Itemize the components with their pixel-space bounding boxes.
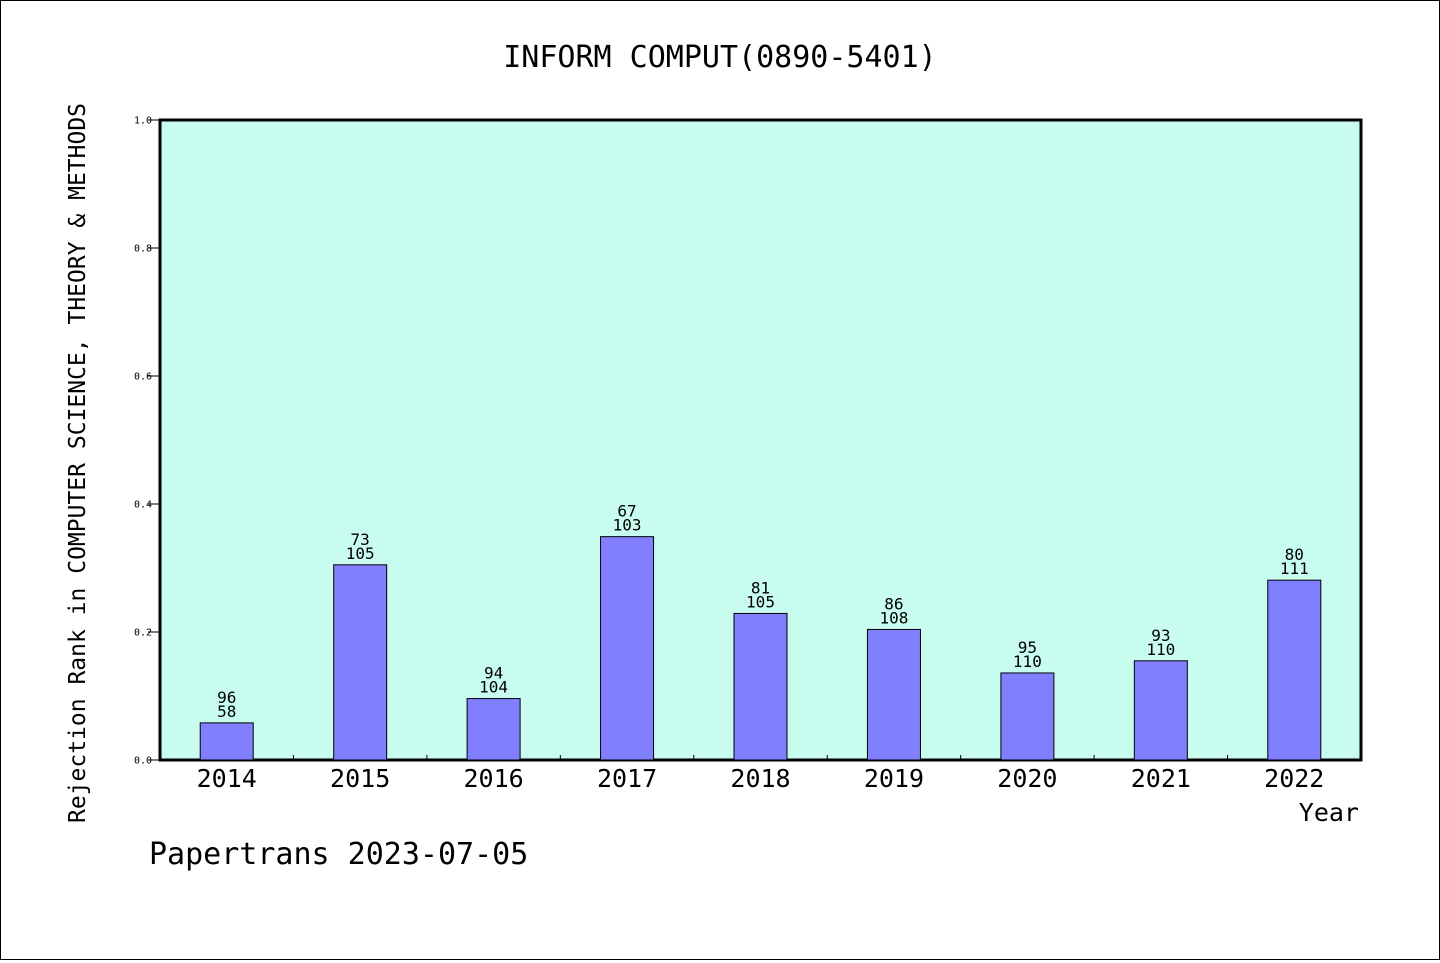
bar-2015 — [333, 564, 388, 761]
y-tick-label: 0.0 — [134, 756, 152, 767]
bar-2019 — [866, 628, 921, 761]
bar-label-top-2022: 80 — [1285, 545, 1304, 564]
y-tick-label: 1.0 — [134, 116, 152, 127]
bar-2021 — [1133, 660, 1188, 761]
bar-label-bottom-2017: 103 — [613, 516, 642, 535]
x-tick-label-2016: 2016 — [464, 764, 524, 793]
x-tick-label-2019: 2019 — [864, 764, 924, 793]
bar-label-top-2015: 73 — [351, 530, 370, 549]
x-axis-tick-labels: 2014 2015 2016 2017 2018 2019 2020 2021 2022 — [197, 764, 1325, 793]
bar-label-top-2021: 93 — [1151, 626, 1170, 645]
bar-label-bottom-2020: 110 — [1013, 652, 1042, 671]
x-tick-label-2015: 2015 — [330, 764, 390, 793]
y-tick-label: 0.8 — [134, 244, 152, 255]
bar-label-top-2016: 94 — [484, 664, 503, 683]
bar-2014 — [199, 722, 254, 761]
bar-label-bottom-2018: 105 — [746, 592, 775, 611]
footer-source-text: Papertrans 2023-07-05 — [149, 837, 528, 872]
x-tick-label-2022: 2022 — [1264, 764, 1324, 793]
bar-2018 — [733, 612, 788, 761]
y-axis-ticks: 0.0 0.2 0.4 0.6 0.8 1.0 — [134, 116, 160, 767]
x-tick-label-2017: 2017 — [597, 764, 657, 793]
x-tick-label-2014: 2014 — [197, 764, 257, 793]
bar-label-top-2018: 81 — [751, 578, 770, 597]
y-tick-label: 0.6 — [134, 372, 152, 383]
bar-label-bottom-2014: 58 — [217, 702, 236, 721]
bars-group — [199, 536, 1322, 761]
bar-label-top-2017: 67 — [617, 502, 636, 521]
x-axis-label: Year — [1299, 798, 1359, 827]
bar-label-bottom-2015: 105 — [346, 544, 375, 563]
y-tick-label: 0.4 — [134, 500, 152, 511]
bar-2020 — [1000, 672, 1055, 761]
bar-label-bottom-2019: 108 — [879, 608, 908, 627]
x-tick-label-2020: 2020 — [997, 764, 1057, 793]
bar-label-bottom-2021: 110 — [1146, 640, 1175, 659]
x-axis-ticks — [292, 755, 1229, 760]
bar-label-top-2014: 96 — [217, 688, 236, 707]
y-tick-label: 0.2 — [134, 628, 152, 639]
bar-2016 — [466, 698, 521, 761]
bar-label-top-2019: 86 — [884, 594, 903, 613]
bar-label-bottom-2016: 104 — [479, 678, 508, 697]
x-tick-label-2021: 2021 — [1131, 764, 1191, 793]
bar-2022 — [1267, 579, 1322, 761]
bar-label-bottom-2022: 111 — [1280, 559, 1309, 578]
chart-title: INFORM COMPUT(0890-5401) — [503, 40, 936, 75]
bar-2017 — [600, 536, 655, 761]
y-axis-label: Rejection Rank in COMPUTER SCIENCE, THEO… — [65, 103, 91, 823]
bar-label-top-2020: 95 — [1018, 638, 1037, 657]
x-tick-label-2018: 2018 — [730, 764, 790, 793]
